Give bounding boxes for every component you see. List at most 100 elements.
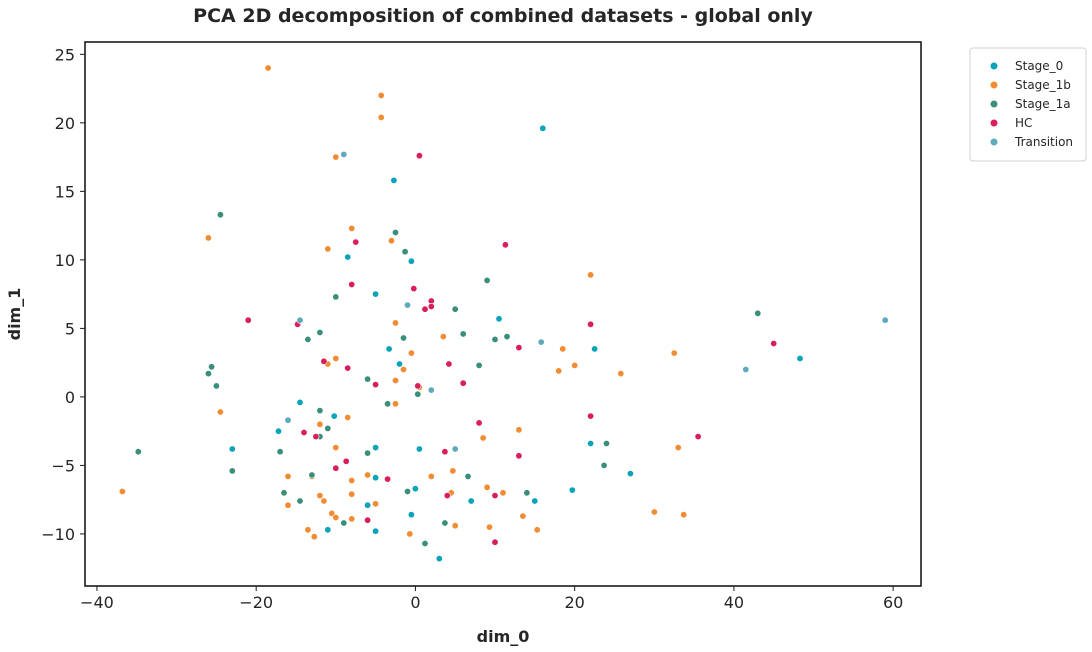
data-point bbox=[364, 375, 372, 383]
data-point bbox=[320, 357, 328, 365]
data-point bbox=[332, 464, 340, 472]
y-tick-label: 15 bbox=[55, 182, 75, 201]
y-tick-label: 25 bbox=[55, 45, 75, 64]
data-point bbox=[491, 492, 499, 500]
data-point bbox=[555, 367, 563, 375]
data-point bbox=[441, 448, 449, 456]
data-point bbox=[377, 113, 385, 121]
data-point bbox=[515, 426, 523, 434]
data-point bbox=[344, 413, 352, 421]
data-point bbox=[324, 245, 332, 253]
data-point bbox=[742, 365, 750, 373]
data-point bbox=[537, 338, 545, 346]
y-tick-label: 5 bbox=[65, 319, 75, 338]
data-point bbox=[264, 64, 272, 72]
data-point bbox=[364, 449, 372, 457]
data-point bbox=[395, 360, 403, 368]
data-point bbox=[308, 471, 316, 479]
data-point bbox=[216, 211, 224, 219]
data-point bbox=[427, 472, 435, 480]
data-point bbox=[587, 271, 595, 279]
data-point bbox=[421, 305, 429, 313]
y-tick-label: 10 bbox=[55, 251, 75, 270]
data-point bbox=[330, 412, 338, 420]
legend-label: HC bbox=[1015, 116, 1032, 130]
data-point bbox=[626, 470, 634, 478]
data-point bbox=[284, 416, 292, 424]
data-point bbox=[881, 316, 889, 324]
series-transition bbox=[284, 150, 889, 453]
data-point bbox=[568, 486, 576, 494]
data-point bbox=[390, 176, 398, 184]
legend-frame bbox=[969, 47, 1087, 162]
x-tick-label: 40 bbox=[724, 593, 744, 612]
legend-label: Stage_0 bbox=[1015, 59, 1063, 73]
data-point bbox=[228, 445, 236, 453]
data-point bbox=[754, 309, 762, 317]
data-point bbox=[435, 555, 443, 563]
data-point bbox=[451, 305, 459, 313]
data-point bbox=[364, 516, 372, 524]
data-point bbox=[571, 361, 579, 369]
data-point bbox=[296, 398, 304, 406]
legend-marker bbox=[990, 62, 998, 70]
data-point bbox=[445, 360, 453, 368]
series-stage-0 bbox=[228, 124, 804, 563]
data-point bbox=[499, 489, 507, 497]
data-point bbox=[372, 290, 380, 298]
data-point bbox=[617, 370, 625, 378]
data-point bbox=[332, 444, 340, 452]
legend-label: Stage_1b bbox=[1015, 78, 1071, 92]
data-point bbox=[407, 511, 415, 519]
data-point bbox=[344, 253, 352, 261]
data-point bbox=[332, 513, 340, 521]
data-point bbox=[332, 293, 340, 301]
data-point bbox=[284, 501, 292, 509]
data-point bbox=[324, 526, 332, 534]
data-point bbox=[503, 333, 511, 341]
data-point bbox=[348, 490, 356, 498]
data-point bbox=[523, 489, 531, 497]
data-point bbox=[372, 474, 380, 482]
data-point bbox=[304, 335, 312, 343]
data-point bbox=[310, 533, 318, 541]
data-point bbox=[680, 511, 688, 519]
data-point bbox=[427, 302, 435, 310]
data-point bbox=[403, 487, 411, 495]
data-point bbox=[515, 452, 523, 460]
data-point bbox=[515, 344, 523, 352]
data-point bbox=[364, 501, 372, 509]
data-point bbox=[208, 363, 216, 371]
data-point bbox=[415, 445, 423, 453]
data-point bbox=[244, 316, 252, 324]
data-point bbox=[459, 330, 467, 338]
data-point bbox=[674, 444, 682, 452]
data-point bbox=[216, 408, 224, 416]
data-point bbox=[796, 354, 804, 362]
data-point bbox=[228, 467, 236, 475]
y-axis-label: dim_1 bbox=[5, 288, 24, 341]
data-point bbox=[441, 519, 449, 527]
legend-marker bbox=[990, 81, 998, 89]
data-point bbox=[670, 349, 678, 357]
data-point bbox=[407, 349, 415, 357]
data-point bbox=[300, 428, 308, 436]
data-point bbox=[280, 489, 288, 497]
data-point bbox=[276, 448, 284, 456]
data-point bbox=[274, 427, 282, 435]
data-point bbox=[372, 381, 380, 389]
data-point bbox=[212, 382, 220, 390]
data-point bbox=[421, 539, 429, 547]
data-point bbox=[410, 285, 418, 293]
x-tick-label: −40 bbox=[80, 593, 114, 612]
data-point bbox=[316, 328, 324, 336]
legend-marker bbox=[990, 100, 998, 108]
data-point bbox=[467, 497, 475, 505]
data-point bbox=[284, 472, 292, 480]
data-point bbox=[304, 526, 312, 534]
data-point bbox=[491, 335, 499, 343]
data-point bbox=[364, 471, 372, 479]
data-point bbox=[372, 500, 380, 508]
data-point bbox=[384, 400, 392, 408]
data-point bbox=[401, 248, 409, 256]
